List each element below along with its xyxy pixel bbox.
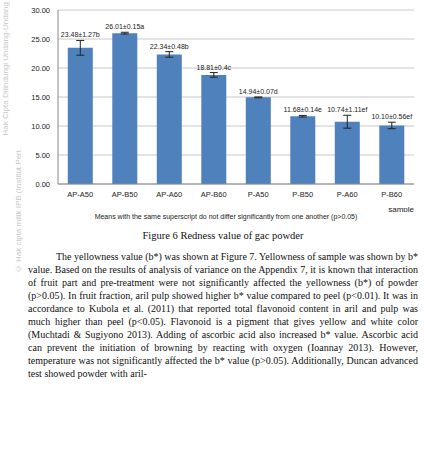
svg-text:11.68±0.14e: 11.68±0.14e <box>284 106 322 113</box>
html-text:© Hak cipta milik IPB (Institu: © Hak cipta milik IPB (Institut Pert <box>14 150 23 274</box>
html-text:Hak Cipta Dilindungi Undang-Un: Hak Cipta Dilindungi Undang-Undang <box>1 2 10 136</box>
html-text:The yellowness value (b*) was: The yellowness value (b*) was shown at F… <box>28 251 418 379</box>
svg-text:P-A60: P-A60 <box>337 190 358 199</box>
svg-text:14.94±0.07d: 14.94±0.07d <box>239 88 278 95</box>
svg-text:20.00: 20.00 <box>31 64 50 73</box>
svg-text:AP-B50: AP-B50 <box>112 190 138 199</box>
svg-text:26.01±0.15a: 26.01±0.15a <box>105 23 144 30</box>
svg-text:22.34±0.48b: 22.34±0.48b <box>150 43 189 50</box>
svg-text:10.74±1.11ef: 10.74±1.11ef <box>327 106 367 113</box>
svg-text:AP-A50: AP-A50 <box>67 190 93 199</box>
svg-text:0.00: 0.00 <box>35 180 50 189</box>
svg-text:P-B60: P-B60 <box>381 190 402 199</box>
svg-text:AP-B60: AP-B60 <box>201 190 227 199</box>
svg-text:5.00: 5.00 <box>35 151 50 160</box>
svg-text:30.00: 30.00 <box>31 6 50 15</box>
svg-text:10.10±0.56ef: 10.10±0.56ef <box>371 113 412 120</box>
svg-text:P-B50: P-B50 <box>292 190 313 199</box>
svg-text:P-A50: P-A50 <box>248 190 269 199</box>
svg-text:25.00: 25.00 <box>31 35 50 44</box>
svg-text:23.48±1.27b: 23.48±1.27b <box>61 31 100 38</box>
svg-text:AP-A60: AP-A60 <box>156 190 182 199</box>
html-text:Means with the same superscrip: Means with the same superscript do not d… <box>94 213 358 220</box>
svg-text:sample: sample <box>388 205 414 212</box>
svg-text:18.81±0.4c: 18.81±0.4c <box>196 64 231 71</box>
html-text:Figure 6 Redness value of gac: Figure 6 Redness value of gac powder <box>142 230 304 241</box>
svg-text:15.00: 15.00 <box>31 93 50 102</box>
svg-text:10.00: 10.00 <box>31 122 50 131</box>
